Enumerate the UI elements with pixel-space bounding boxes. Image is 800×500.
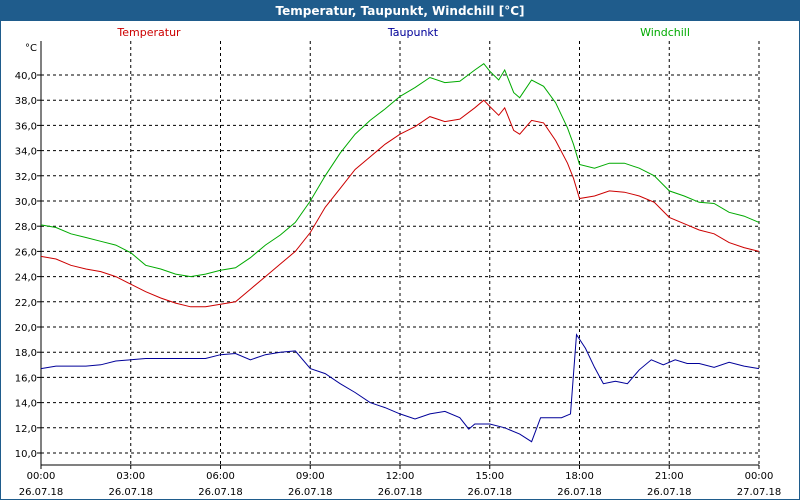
- chart-title: Temperatur, Taupunkt, Windchill [°C]: [1, 1, 799, 21]
- y-tick-label: 16,0: [15, 373, 37, 384]
- series-lines: [40, 63, 760, 443]
- x-tick-date-label: 26.07.18: [647, 487, 692, 498]
- legend-entry-taupunkt: Taupunkt: [387, 26, 439, 39]
- series-line-windchill: [40, 63, 760, 278]
- y-tick-label: 12,0: [15, 424, 37, 435]
- y-tick-label: 34,0: [15, 147, 37, 158]
- x-tick-labels: 00:00 26.07.18 03:00 26.07.18 06:00 26.07.18 0…: [19, 465, 782, 498]
- x-tick-time-label: 00:00: [745, 471, 774, 482]
- legend-entry-windchill: Windchill: [640, 26, 690, 39]
- y-tick-label: 36,0: [15, 121, 37, 132]
- x-tick-time-label: 18:00: [565, 471, 594, 482]
- x-tick-time-label: 09:00: [296, 471, 325, 482]
- x-tick-date-label: 26.07.18: [108, 487, 153, 498]
- x-tick-time-label: 06:00: [206, 471, 235, 482]
- x-tick-time-label: 00:00: [27, 471, 56, 482]
- legend: Temperatur Taupunkt Windchill: [116, 26, 690, 39]
- legend-entry-temperatur: Temperatur: [116, 26, 181, 39]
- x-tick-time-label: 03:00: [116, 471, 145, 482]
- x-tick-time-label: 12:00: [386, 471, 415, 482]
- x-tick-date-label: 26.07.18: [198, 487, 243, 498]
- y-tick-label: 10,0: [15, 449, 37, 460]
- y-tick-label: 28,0: [15, 222, 37, 233]
- series-line-temperatur: [40, 99, 760, 308]
- y-tick-labels: 40,0 38,0 36,0 34,0 32,0 30,0 28,0 26,0 24,0 22,0…: [15, 71, 41, 460]
- series-line-taupunkt: [40, 333, 760, 443]
- y-tick-label: 20,0: [15, 323, 37, 334]
- y-tick-label: 14,0: [15, 399, 37, 410]
- x-tick-date-label: 26.07.18: [557, 487, 602, 498]
- y-axis-unit-label: °C: [25, 43, 37, 54]
- x-tick-time-label: 21:00: [655, 471, 684, 482]
- x-tick-time-label: 15:00: [475, 471, 504, 482]
- y-tick-label: 40,0: [15, 71, 37, 82]
- x-tick-date-label: 26.07.18: [467, 487, 512, 498]
- y-tick-label: 32,0: [15, 172, 37, 183]
- x-tick-date-label: 27.07.18: [737, 487, 782, 498]
- y-tick-label: 22,0: [15, 298, 37, 309]
- y-tick-label: 24,0: [15, 273, 37, 284]
- x-tick-date-label: 26.07.18: [288, 487, 333, 498]
- y-tick-label: 30,0: [15, 197, 37, 208]
- y-tick-label: 18,0: [15, 348, 37, 359]
- x-tick-date-label: 26.07.18: [378, 487, 423, 498]
- x-tick-date-label: 26.07.18: [19, 487, 64, 498]
- y-tick-label: 26,0: [15, 247, 37, 258]
- y-tick-label: 38,0: [15, 96, 37, 107]
